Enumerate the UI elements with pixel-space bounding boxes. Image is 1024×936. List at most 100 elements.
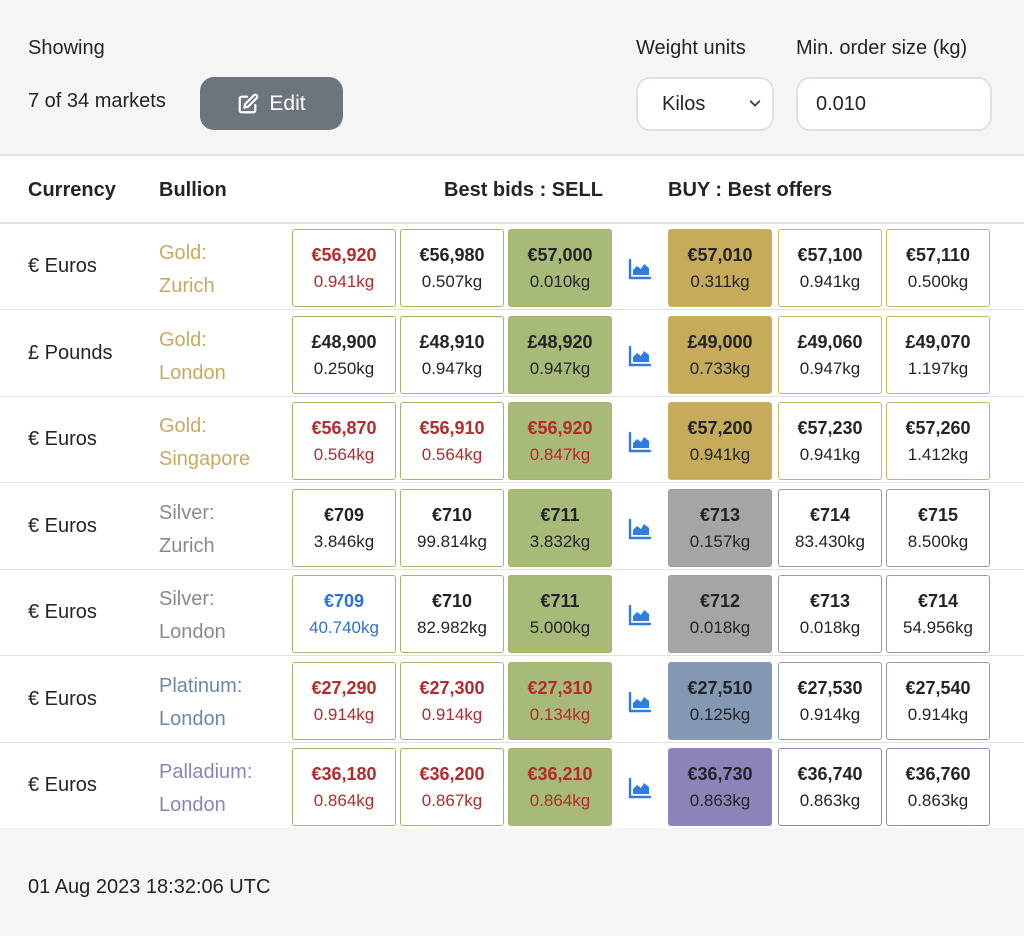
area-chart-icon[interactable] xyxy=(628,604,652,626)
best-bid-cell[interactable]: €57,000 0.010kg xyxy=(508,229,612,307)
offer-cell[interactable]: €27,530 0.914kg xyxy=(778,661,882,740)
offer-cell[interactable]: £49,070 1.197kg xyxy=(886,315,990,394)
bid-quantity: 0.914kg xyxy=(421,704,483,724)
offer-price: €27,510 xyxy=(687,677,753,698)
bid-quantity: 82.982kg xyxy=(417,618,487,637)
markets-table: Currency Bullion Best bids : SELL BUY : … xyxy=(0,154,1024,828)
best-offer-cell[interactable]: €712 0.018kg xyxy=(668,575,772,653)
bid-cell[interactable]: €36,200 0.867kg xyxy=(400,748,504,826)
area-chart-icon[interactable] xyxy=(628,777,652,799)
area-chart-icon[interactable] xyxy=(628,691,652,713)
bid-quantity: 0.010kg xyxy=(529,272,591,291)
bid-cell[interactable]: €56,980 0.507kg xyxy=(400,229,504,307)
bid-cell[interactable]: €709 3.846kg xyxy=(292,488,396,567)
bid-quantity: 0.250kg xyxy=(313,358,375,378)
bid-cell[interactable]: €56,910 0.564kg xyxy=(400,402,504,480)
best-offer-cell[interactable]: €36,730 0.863kg xyxy=(668,748,772,826)
area-chart-icon[interactable] xyxy=(628,431,652,453)
edit-button[interactable]: Edit xyxy=(200,77,343,130)
offer-cell[interactable]: €57,260 1.412kg xyxy=(886,402,990,480)
offer-cell[interactable]: €714 83.430kg xyxy=(778,488,882,567)
area-chart-icon[interactable] xyxy=(628,258,652,280)
bid-price: €710 xyxy=(431,591,473,611)
offer-cell[interactable]: €57,110 0.500kg xyxy=(886,229,990,307)
showing-label: Showing xyxy=(28,37,105,59)
best-bid-cell[interactable]: €36,210 0.864kg xyxy=(508,748,612,826)
currency-label: € Euros xyxy=(28,255,97,277)
offer-price: €715 xyxy=(917,504,959,525)
offer-quantity: 0.914kg xyxy=(907,704,969,724)
bullion-label: Palladium: London xyxy=(159,756,252,822)
offer-cell[interactable]: €57,230 0.941kg xyxy=(778,402,882,480)
bid-price: €27,290 xyxy=(311,677,377,698)
column-header-currency: Currency xyxy=(28,179,116,201)
bullion-metal: Gold: xyxy=(159,328,207,351)
offer-price: £49,000 xyxy=(687,331,753,352)
offer-quantity: 0.157kg xyxy=(689,531,751,551)
bullion-label: Platinum: London xyxy=(159,670,242,736)
best-offer-cell[interactable]: €57,010 0.311kg xyxy=(668,229,772,307)
table-header: Currency Bullion Best bids : SELL BUY : … xyxy=(0,156,1024,224)
bid-quantity: 0.947kg xyxy=(529,358,591,378)
area-chart-icon[interactable] xyxy=(628,345,652,367)
best-offer-cell[interactable]: €713 0.157kg xyxy=(668,488,772,567)
bid-cell[interactable]: €56,870 0.564kg xyxy=(292,402,396,480)
area-chart-icon[interactable] xyxy=(628,518,652,540)
bid-cell[interactable]: €710 99.814kg xyxy=(400,488,504,567)
offer-cell[interactable]: €36,760 0.863kg xyxy=(886,748,990,826)
offer-quantity: 0.863kg xyxy=(907,791,969,810)
bid-cell[interactable]: €709 40.740kg xyxy=(292,575,396,653)
offer-price: €57,230 xyxy=(797,418,863,438)
offer-price: €36,740 xyxy=(797,764,863,784)
bid-cell[interactable]: €56,920 0.941kg xyxy=(292,229,396,307)
bid-price: £48,910 xyxy=(419,331,485,352)
bid-price: €36,180 xyxy=(311,764,377,784)
bid-quantity: 0.864kg xyxy=(313,791,375,810)
best-offer-cell[interactable]: €27,510 0.125kg xyxy=(668,661,772,740)
offer-cell[interactable]: €57,100 0.941kg xyxy=(778,229,882,307)
offer-price: €57,200 xyxy=(687,418,753,438)
table-row: € Euros Gold: Zurich €56,920 0.941kg €56,980 0… xyxy=(0,224,1024,310)
best-bid-cell[interactable]: £48,920 0.947kg xyxy=(508,315,612,394)
weight-units-select[interactable]: Kilos xyxy=(636,77,774,131)
bullion-metal: Platinum: xyxy=(159,674,243,697)
weight-units-value: Kilos xyxy=(662,92,706,115)
bid-price: €56,920 xyxy=(527,418,593,438)
offer-cell[interactable]: €27,540 0.914kg xyxy=(886,661,990,740)
best-bid-cell[interactable]: €711 5.000kg xyxy=(508,575,612,653)
best-bid-cell[interactable]: €27,310 0.134kg xyxy=(508,661,612,740)
bid-price: €36,200 xyxy=(419,764,485,784)
bullion-metal: Silver: xyxy=(159,588,215,610)
bid-quantity: 40.740kg xyxy=(309,618,379,637)
bid-cell[interactable]: £48,910 0.947kg xyxy=(400,315,504,394)
bid-quantity: 0.947kg xyxy=(421,358,483,378)
min-order-input[interactable]: 0.010 xyxy=(796,77,992,131)
offer-quantity: 0.947kg xyxy=(799,358,861,378)
best-bid-cell[interactable]: €56,920 0.847kg xyxy=(508,402,612,480)
offer-cell[interactable]: €715 8.500kg xyxy=(886,488,990,567)
table-row: € Euros Palladium: London €36,180 0.864kg €36… xyxy=(0,743,1024,829)
best-offer-cell[interactable]: £49,000 0.733kg xyxy=(668,315,772,394)
bid-price: €57,000 xyxy=(527,245,593,265)
table-row: € Euros Silver: Zurich €709 3.846kg €710 99.81… xyxy=(0,484,1024,570)
market-count: 7 of 34 markets xyxy=(28,90,166,112)
bid-cell[interactable]: €27,300 0.914kg xyxy=(400,661,504,740)
bid-cell[interactable]: £48,900 0.250kg xyxy=(292,315,396,394)
offer-cell[interactable]: €36,740 0.863kg xyxy=(778,748,882,826)
bullion-metal: Silver: xyxy=(159,501,215,524)
best-offer-cell[interactable]: €57,200 0.941kg xyxy=(668,402,772,480)
bid-price: €709 xyxy=(323,504,365,525)
bid-cell[interactable]: €710 82.982kg xyxy=(400,575,504,653)
bid-cell[interactable]: €27,290 0.914kg xyxy=(292,661,396,740)
offer-price: €57,010 xyxy=(687,245,753,265)
offer-quantity: 0.733kg xyxy=(689,358,751,378)
offer-cell[interactable]: €714 54.956kg xyxy=(886,575,990,653)
best-bid-cell[interactable]: €711 3.832kg xyxy=(508,488,612,567)
offer-cell[interactable]: €713 0.018kg xyxy=(778,575,882,653)
offer-price: €36,730 xyxy=(687,764,753,784)
bid-cell[interactable]: €36,180 0.864kg xyxy=(292,748,396,826)
bullion-label: Gold: Singapore xyxy=(159,410,250,476)
weight-units-label: Weight units xyxy=(636,37,746,59)
offer-cell[interactable]: £49,060 0.947kg xyxy=(778,315,882,394)
bid-quantity: 99.814kg xyxy=(417,531,487,551)
